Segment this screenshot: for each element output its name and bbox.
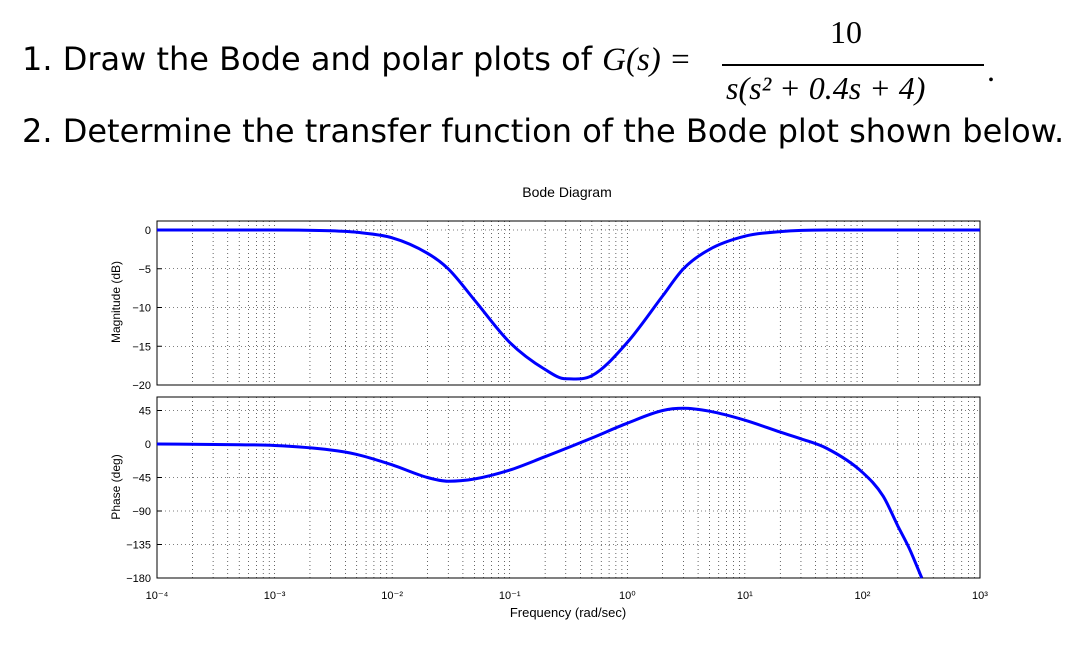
magnitude-grid — [157, 221, 980, 385]
frequency-ticks: 10⁻⁴ 10⁻³ 10⁻² 10⁻¹ 10⁰ 10¹ 10² 10³ — [146, 590, 989, 602]
phase-y-tick-label: 45 — [139, 406, 151, 418]
problem-1-number: 1. — [22, 40, 53, 78]
problem-2: 2. Determine the transfer function of th… — [22, 112, 1064, 150]
phase-y-label: Phase (deg) — [109, 454, 123, 519]
fraction-denominator: s(s² + 0.4s + 4) — [726, 70, 926, 106]
magnitude-axes-box — [156, 220, 981, 386]
problem-1-text: Draw the Bode and polar plots of — [62, 40, 592, 78]
phase-grid — [157, 397, 980, 578]
fraction-numerator: 10 — [830, 14, 862, 50]
problem-2-text: Determine the transfer function of the B… — [62, 112, 1065, 150]
frequency-tick-label: 10⁻⁴ — [146, 590, 169, 602]
x-axis-label: Frequency (rad/sec) — [510, 605, 626, 620]
phase-y-tick-label: −90 — [132, 506, 151, 518]
phase-y-tick-label: −45 — [132, 473, 151, 485]
frequency-tick-label: 10⁻¹ — [499, 590, 521, 602]
magnitude-y-label: Magnitude (dB) — [109, 261, 123, 343]
phase-y-tick-label: −180 — [126, 573, 151, 585]
phase-y-ticks: 45 0 −45 −90 −135 −180 — [126, 406, 162, 585]
magnitude-y-tick-label: −5 — [138, 264, 151, 276]
frequency-tick-label: 10⁻³ — [264, 590, 286, 602]
magnitude-y-tick-label: −20 — [132, 380, 151, 392]
chart-title: Bode Diagram — [522, 184, 612, 200]
frequency-tick-label: 10² — [854, 590, 870, 602]
frequency-tick-label: 10⁰ — [619, 590, 636, 602]
phase-curve — [156, 406, 924, 579]
magnitude-y-tick-label: −10 — [132, 303, 151, 315]
phase-y-tick-label: −135 — [126, 540, 151, 552]
magnitude-y-tick-label: −15 — [132, 341, 151, 353]
frequency-tick-label: 10³ — [972, 590, 988, 602]
magnitude-y-tick-label: 0 — [145, 225, 151, 237]
problem-2-number: 2. — [22, 112, 53, 150]
problem-1: 1. Draw the Bode and polar plots of G(s)… — [22, 40, 691, 79]
frequency-tick-label: 10¹ — [737, 590, 753, 602]
fraction-bar — [722, 64, 984, 66]
phase-axes-box — [156, 396, 981, 579]
magnitude-y-ticks: 0 −5 −10 −15 −20 — [132, 225, 162, 392]
problem-1-period: . — [987, 52, 995, 88]
frequency-tick-label: 10⁻² — [381, 590, 403, 602]
problem-1-lhs: G(s) = — [602, 42, 692, 78]
phase-y-tick-label: 0 — [145, 439, 151, 451]
magnitude-curve — [156, 228, 980, 381]
